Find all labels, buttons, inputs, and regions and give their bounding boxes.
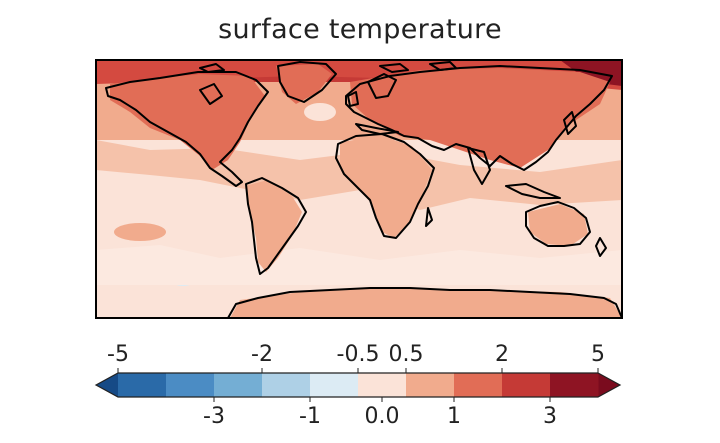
- land-south-america: [245, 180, 302, 272]
- colorbar-segment: [262, 373, 311, 397]
- colorbar-tick-label: -1: [299, 404, 321, 429]
- coast-greenland: [277, 61, 337, 103]
- coastlines: [105, 61, 622, 318]
- map-frame: [95, 59, 623, 319]
- coast-uk: [347, 91, 359, 107]
- colorbar-segment: [550, 373, 599, 397]
- chart-title: surface temperature: [218, 14, 502, 45]
- colorbar-tick-label: 1: [447, 404, 461, 429]
- colorbar-extend-high: [598, 373, 620, 397]
- field-south-ocean: [96, 245, 622, 285]
- field-warm-patch-pacific: [114, 223, 166, 241]
- coast-arctic-islands: [199, 61, 457, 73]
- colorbar-tick-label: 0.5: [388, 342, 424, 367]
- colorbar-tick-label: -0.5: [336, 342, 380, 367]
- coast-japan: [563, 111, 577, 135]
- coast-india: [467, 147, 491, 185]
- colorbar-tick-label: 3: [543, 404, 557, 429]
- coast-hudson: [199, 83, 223, 105]
- colorbar-segment: [502, 373, 551, 397]
- colorbar-segment: [166, 373, 215, 397]
- colorbar-segment: [214, 373, 263, 397]
- land-north-america: [110, 74, 265, 170]
- land-eurasia: [350, 68, 610, 168]
- colorbar-segment: [406, 373, 455, 397]
- coast-indonesia: [505, 183, 561, 199]
- coast-australia: [525, 201, 591, 247]
- colorbar-tick-label: -2: [251, 342, 273, 367]
- colorbar-segment: [454, 373, 503, 397]
- colorbar-tick-label: 5: [591, 342, 605, 367]
- coast-africa: [335, 133, 435, 239]
- coast-north-america: [105, 71, 269, 187]
- field-pale-patch: [304, 103, 336, 121]
- field-arctic-strong: [96, 60, 622, 90]
- colorbar-segment: [118, 373, 167, 397]
- colorbar-extend-low: [96, 373, 118, 397]
- coast-mediterranean: [355, 123, 399, 135]
- colorbar-tick-label: -5: [107, 342, 129, 367]
- coast-scandinavia: [367, 73, 397, 99]
- land-greenland: [276, 64, 332, 104]
- colorbar-tick-label: 2: [495, 342, 509, 367]
- anomaly-field: [96, 60, 622, 318]
- land-africa: [340, 136, 432, 238]
- field-antarctic: [230, 288, 622, 318]
- coast-south-america: [245, 177, 307, 275]
- colorbar-segment: [310, 373, 359, 397]
- coast-antarctica: [227, 287, 622, 318]
- colorbar-segment: [358, 373, 407, 397]
- colorbar-tick-label: 0.0: [364, 404, 400, 429]
- coast-madagascar: [425, 207, 433, 227]
- temperature-map: [95, 59, 623, 319]
- colorbar-tick-label: -3: [203, 404, 225, 429]
- land-australia: [528, 204, 588, 246]
- coast-new-zealand: [595, 237, 607, 257]
